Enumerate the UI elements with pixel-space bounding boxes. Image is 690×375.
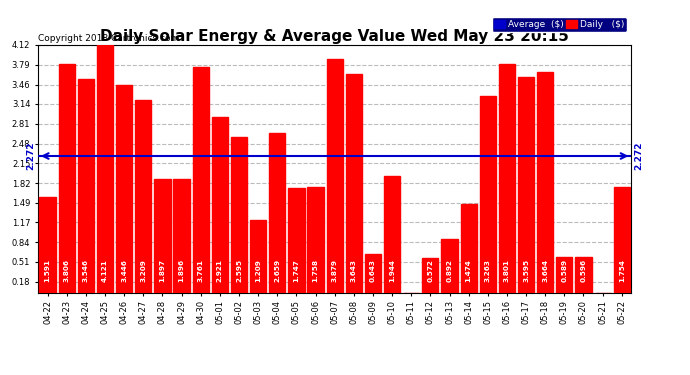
Bar [78, 80, 94, 292]
Bar [135, 100, 151, 292]
Bar [556, 257, 573, 292]
Text: 2.272: 2.272 [26, 142, 35, 170]
Text: 0.572: 0.572 [427, 259, 433, 282]
Bar [230, 136, 247, 292]
Text: 1.209: 1.209 [255, 259, 261, 282]
Text: 1.758: 1.758 [313, 259, 319, 282]
Bar [39, 197, 56, 292]
Text: 4.121: 4.121 [102, 259, 108, 282]
Text: 2.595: 2.595 [236, 258, 242, 282]
Text: 0.589: 0.589 [562, 258, 567, 282]
Text: 3.263: 3.263 [485, 259, 491, 282]
Text: 3.446: 3.446 [121, 259, 127, 282]
Bar [59, 64, 75, 292]
Text: 1.944: 1.944 [389, 259, 395, 282]
Text: 3.643: 3.643 [351, 259, 357, 282]
Bar [613, 187, 630, 292]
Text: 1.897: 1.897 [159, 259, 166, 282]
Text: 1.591: 1.591 [45, 259, 50, 282]
Text: 1.474: 1.474 [466, 259, 472, 282]
Text: Copyright 2018 Cartronics.com: Copyright 2018 Cartronics.com [38, 33, 179, 42]
Bar [537, 72, 553, 292]
Bar [155, 178, 170, 292]
Text: 0.596: 0.596 [580, 258, 586, 282]
Bar [173, 178, 190, 292]
Bar [460, 204, 477, 292]
Bar [384, 176, 400, 292]
Bar [442, 239, 457, 292]
Bar [193, 67, 209, 292]
Bar [212, 117, 228, 292]
Bar [269, 133, 286, 292]
Bar [575, 257, 591, 292]
Bar [326, 60, 343, 292]
Text: 3.595: 3.595 [523, 258, 529, 282]
Text: 3.806: 3.806 [63, 259, 70, 282]
Text: 1.747: 1.747 [293, 259, 299, 282]
Text: 2.659: 2.659 [274, 258, 280, 282]
Bar [422, 258, 439, 292]
Title: Daily Solar Energy & Average Value Wed May 23 20:15: Daily Solar Energy & Average Value Wed M… [100, 29, 569, 44]
Bar [499, 64, 515, 292]
Text: 1.754: 1.754 [619, 259, 624, 282]
Legend: Average  ($), Daily   ($): Average ($), Daily ($) [491, 17, 627, 32]
Bar [250, 220, 266, 292]
Text: 3.664: 3.664 [542, 259, 549, 282]
Text: 0.892: 0.892 [446, 259, 453, 282]
Text: 3.879: 3.879 [332, 259, 337, 282]
Bar [288, 188, 304, 292]
Text: 3.546: 3.546 [83, 259, 89, 282]
Text: 3.761: 3.761 [197, 259, 204, 282]
Bar [97, 45, 113, 292]
Text: 1.896: 1.896 [179, 258, 184, 282]
Text: 2.921: 2.921 [217, 259, 223, 282]
Text: 3.209: 3.209 [140, 259, 146, 282]
Bar [518, 76, 534, 292]
Bar [365, 254, 381, 292]
Text: 0.643: 0.643 [370, 259, 376, 282]
Text: 3.801: 3.801 [504, 259, 510, 282]
Bar [480, 96, 496, 292]
Bar [116, 86, 132, 292]
Bar [346, 74, 362, 292]
Text: 2.272: 2.272 [634, 142, 643, 170]
Bar [307, 187, 324, 292]
